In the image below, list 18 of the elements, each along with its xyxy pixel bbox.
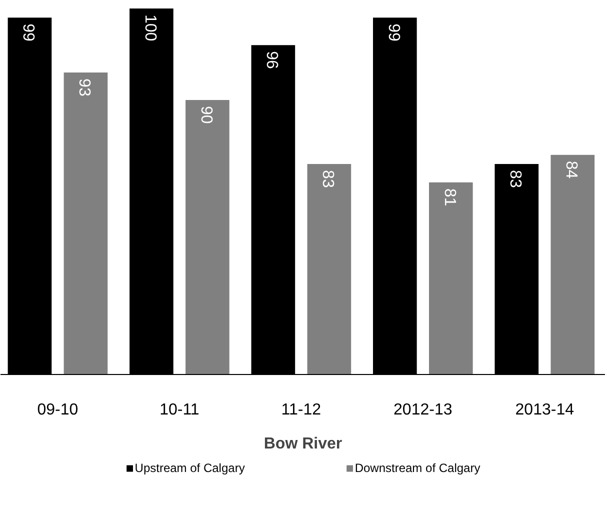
data-label: 84 [562,160,580,179]
data-label: 81 [440,188,458,206]
legend-label: Downstream of Calgary [354,461,480,475]
x-tick-label: 2012-13 [394,402,452,418]
x-tick-label: 2013-14 [515,402,574,418]
data-label: 96 [263,51,280,69]
data-label: 99 [20,24,37,42]
data-label: 83 [506,170,524,188]
data-label: 90 [197,106,214,124]
x-tick-label: 09-10 [37,402,78,418]
data-label: 100 [141,14,158,42]
data-label: 93 [76,78,93,96]
x-tick-label: 10-11 [160,402,200,418]
data-label: 83 [319,170,336,188]
x-axis-title: Bow River [264,436,342,452]
data-label: 99 [384,24,402,42]
legend-label: Upstream of Calgary [134,461,245,475]
x-tick-label: 11-12 [281,402,322,418]
